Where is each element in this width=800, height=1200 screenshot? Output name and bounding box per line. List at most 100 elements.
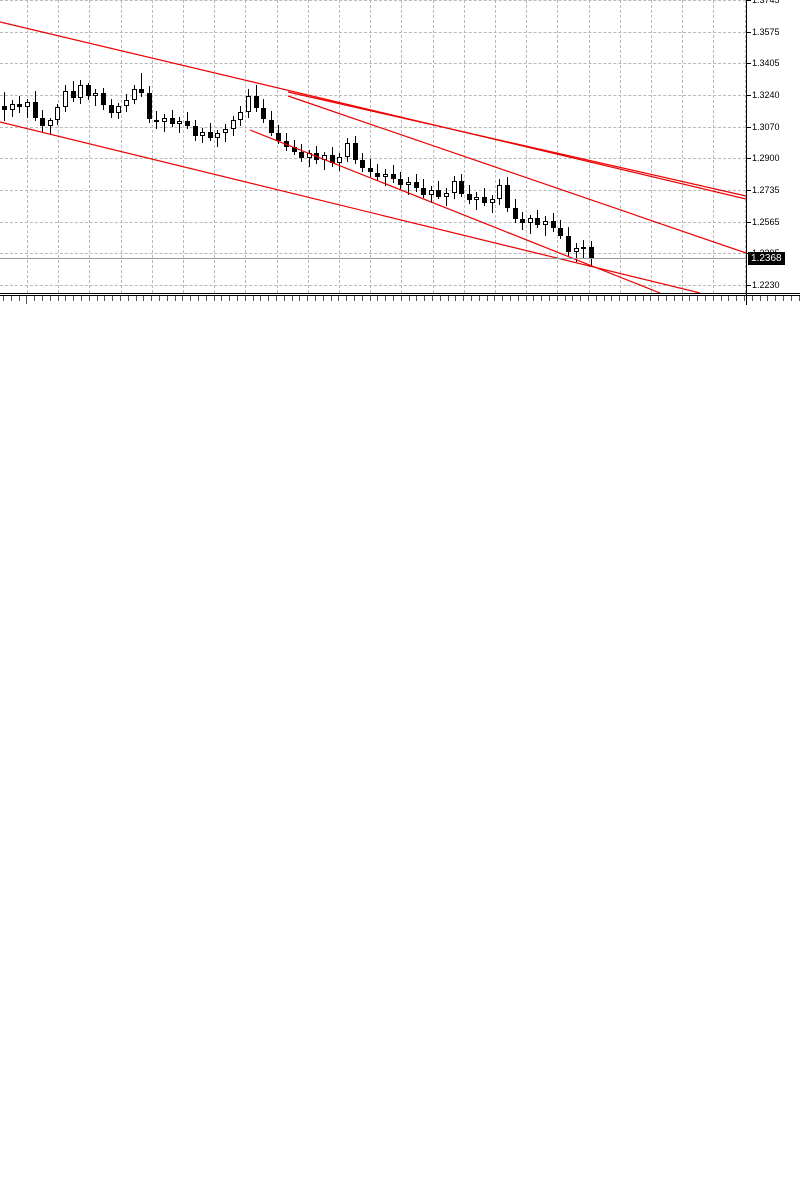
time-tick-minor [689,296,690,301]
candle-body [405,182,411,186]
candle-body [17,103,23,108]
gridline-vertical [464,0,465,293]
time-tick-minor [3,296,4,301]
time-tick-minor [494,296,495,301]
time-tick-minor [377,296,378,301]
price-tick-label: 1.3745 [752,0,780,5]
price-tick-label: 1.2565 [752,217,780,227]
candlestick [504,0,510,293]
time-tick-minor [34,296,35,301]
candle-wick [385,168,386,187]
candle-body [413,182,419,188]
time-tick-minor [650,296,651,301]
time-tick-minor [221,296,222,301]
chart-plot-area[interactable] [0,0,746,293]
time-tick-minor [455,296,456,301]
candle-wick [324,151,325,170]
time-tick-minor [284,296,285,301]
candle-body [588,246,594,259]
candlestick [299,0,305,293]
candlestick [520,0,526,293]
price-scale[interactable]: 1.3745 1.3575 1.3405 1.3240 1.3070 1.2900 1.27… [746,0,800,293]
gridline-vertical [651,0,652,293]
candle-body [230,120,236,129]
trendline[interactable] [249,129,661,293]
time-tick-minor [143,296,144,301]
candlestick [489,0,495,293]
candle-body [474,196,480,201]
candle-body [146,93,152,120]
candle-body [215,133,221,138]
price-axis-line [746,0,747,293]
candlestick [85,0,91,293]
candlestick [405,0,411,293]
candlestick [154,0,160,293]
time-tick-minor [510,296,511,301]
candlestick [535,0,541,293]
price-tick-label: 1.3240 [752,90,780,100]
gridline-vertical [401,0,402,293]
candlestick [192,0,198,293]
candle-wick [95,89,97,107]
time-tick-minor [245,296,246,301]
candle-body [482,196,488,204]
price-tick [747,285,751,286]
candlestick [101,0,107,293]
time-tick-minor [643,296,644,301]
time-tick-minor [11,296,12,301]
candlestick [581,0,587,293]
time-tick-minor [674,296,675,301]
candlestick [573,0,579,293]
gridline-horizontal [0,32,746,33]
candle-wick [545,216,546,236]
time-tick-minor [260,296,261,301]
candle-body [398,179,404,186]
candlestick [70,0,76,293]
trendline[interactable] [287,91,746,197]
time-tick-minor [338,296,339,301]
candlestick [184,0,190,293]
time-tick-minor [619,296,620,301]
trendline[interactable] [0,121,701,293]
candle-body [466,193,472,201]
price-tick [747,32,751,33]
time-tick-minor [268,296,269,301]
candlestick [2,0,7,293]
candle-body [444,192,449,197]
time-tick-minor [253,296,254,301]
gridline-vertical [152,0,153,293]
time-tick-minor [385,296,386,301]
candle-body [207,131,213,138]
candlestick [367,0,373,293]
candle-wick [529,214,531,234]
candlestick [93,0,99,293]
candlestick [451,0,457,293]
candle-wick [407,177,409,195]
time-tick-minor [112,296,113,301]
price-tick [747,63,751,64]
candlestick [245,0,251,293]
candle-body [24,101,30,108]
gridline-vertical [308,0,309,293]
gridline-vertical [277,0,278,293]
time-axis-line-top [0,293,800,294]
candlestick [230,0,236,293]
time-tick-minor [572,296,573,301]
time-tick-minor [549,296,550,301]
candle-body [360,159,366,168]
gridline-vertical [495,0,496,293]
candle-body [177,121,183,125]
time-tick-minor [658,296,659,301]
candle-wick [476,191,478,210]
trendline[interactable] [0,21,746,200]
price-tick-label: 1.3405 [752,58,780,68]
candlestick [17,0,23,293]
time-tick-minor [416,296,417,301]
candlestick [215,0,221,293]
gridline-horizontal [0,127,746,128]
trendline[interactable] [287,95,746,254]
time-tick-minor [611,296,612,301]
time-tick-minor [370,296,371,301]
candle-body [9,103,15,111]
time-scale[interactable] [0,293,800,305]
